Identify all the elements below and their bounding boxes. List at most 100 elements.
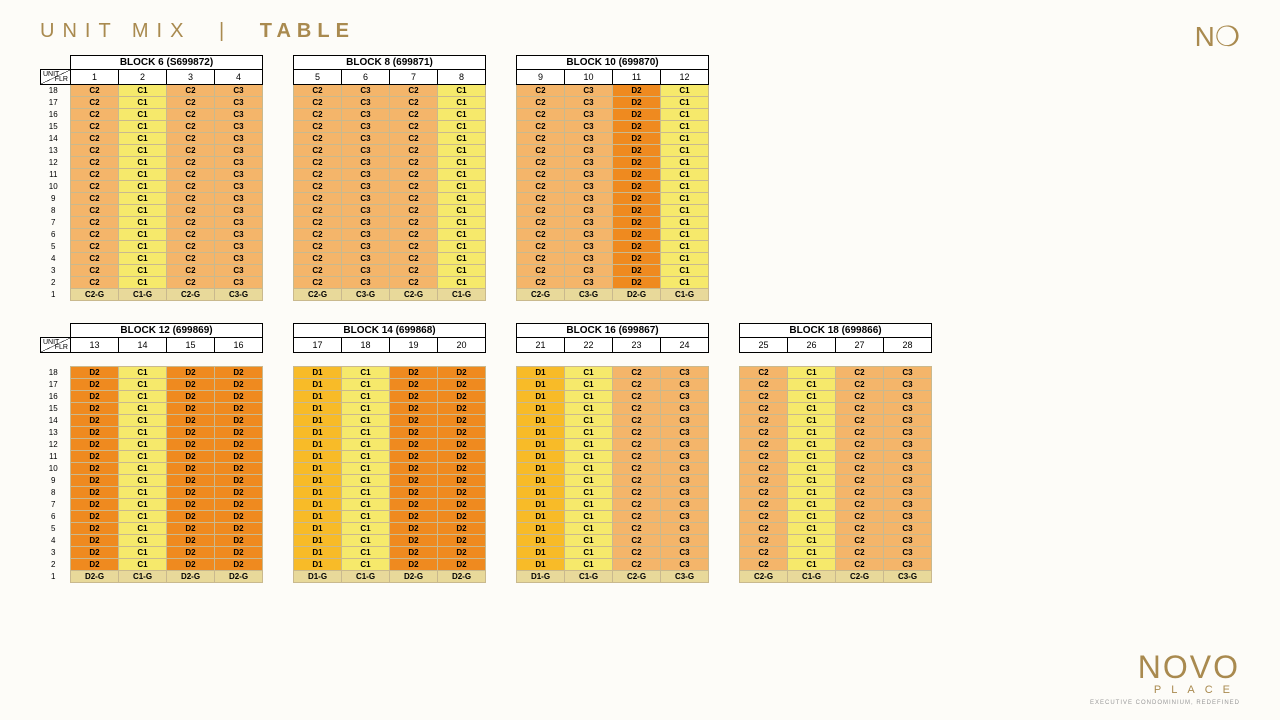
unit-cell: C2: [390, 277, 438, 289]
unit-cell: C1: [565, 379, 613, 391]
unit-cell: C1: [119, 427, 167, 439]
unit-cell: C2: [294, 145, 342, 157]
unit-cell: D1: [517, 511, 565, 523]
unit-cell: D1: [517, 403, 565, 415]
unit-cell: C1: [119, 463, 167, 475]
unit-cell: C2: [390, 229, 438, 241]
unit-cell: C3: [565, 133, 613, 145]
unit-cell: C3: [215, 97, 263, 109]
unit-cell: C3: [215, 193, 263, 205]
unit-cell: C2: [390, 145, 438, 157]
unit-cell: D2: [215, 547, 263, 559]
unit-cell: C3: [215, 181, 263, 193]
unit-cell: D2: [215, 415, 263, 427]
unit-cell: C3: [661, 523, 709, 535]
unit-cell: C1: [119, 277, 167, 289]
unit-cell: C3: [884, 427, 932, 439]
unit-cell: C2: [836, 523, 884, 535]
unit-cell: D1: [294, 427, 342, 439]
unit-cell: C1: [661, 145, 709, 157]
unit-cell: D2: [215, 463, 263, 475]
unit-cell: D2: [613, 133, 661, 145]
unit-cell: C3: [884, 499, 932, 511]
unit-cell: D2: [613, 157, 661, 169]
unit-cell: C1: [119, 475, 167, 487]
unit-cell: C1: [661, 253, 709, 265]
unit-cell: C1: [661, 241, 709, 253]
unit-cell: D2: [71, 403, 119, 415]
unit-cell: C3: [342, 253, 390, 265]
unit-cell: C1: [565, 487, 613, 499]
unit-cell: C3: [661, 391, 709, 403]
unit-cell: C2: [836, 391, 884, 403]
unit-cell: C2-G: [740, 571, 788, 583]
unit-cell: C1: [119, 535, 167, 547]
unit-cell: D2: [438, 451, 486, 463]
unit-cell: C3: [661, 487, 709, 499]
column-header: 27: [836, 338, 884, 353]
unit-cell: C3: [565, 157, 613, 169]
unit-cell: C2: [517, 145, 565, 157]
unit-cell: D2-G: [438, 571, 486, 583]
unit-cell: C1: [788, 547, 836, 559]
unit-cell: D2: [438, 391, 486, 403]
unit-cell: C3: [884, 415, 932, 427]
unit-cell: C1: [438, 181, 486, 193]
unit-cell: D2: [390, 535, 438, 547]
unit-cell: C2: [836, 367, 884, 379]
unit-cell: C1: [565, 391, 613, 403]
logo-bottom: NOVO PLACE EXECUTIVE CONDOMINIUM, REDEFI…: [1090, 649, 1240, 706]
unit-cell: C1-G: [788, 571, 836, 583]
unit-cell: C2: [517, 265, 565, 277]
floor-label: 5: [41, 241, 71, 253]
unit-cell: C2: [390, 133, 438, 145]
unit-cell: C3: [342, 205, 390, 217]
unit-cell: C3: [215, 157, 263, 169]
column-header: 15: [167, 338, 215, 353]
unit-cell: D2: [167, 451, 215, 463]
floor-label: 7: [41, 217, 71, 229]
unit-cell: C2-G: [294, 289, 342, 301]
unit-cell: C1: [661, 205, 709, 217]
unit-cell: C3: [342, 133, 390, 145]
unit-cell: D2: [167, 523, 215, 535]
unit-cell: C3-G: [661, 571, 709, 583]
unit-cell: C3: [565, 205, 613, 217]
floor-label: 16: [41, 109, 71, 121]
unit-cell: D2: [613, 229, 661, 241]
unit-cell: C2: [167, 253, 215, 265]
unit-cell: C1: [119, 133, 167, 145]
floor-label: 8: [41, 205, 71, 217]
unit-cell: C1: [788, 559, 836, 571]
unit-cell: C2: [294, 181, 342, 193]
unit-cell: C1: [342, 367, 390, 379]
logo-tagline: EXECUTIVE CONDOMINIUM, REDEFINED: [1090, 700, 1240, 706]
unit-cell: C3: [884, 439, 932, 451]
unit-cell: C2: [517, 169, 565, 181]
column-header: 12: [661, 70, 709, 85]
unit-cell: D2: [71, 511, 119, 523]
unit-flr-header: UNITFLR: [41, 338, 71, 353]
unit-cell: C3: [565, 217, 613, 229]
unit-cell: C2: [517, 217, 565, 229]
unit-cell: C2: [294, 121, 342, 133]
unit-cell: C1: [119, 403, 167, 415]
unit-cell: D2: [71, 391, 119, 403]
unit-cell: C3: [215, 169, 263, 181]
unit-cell: C2: [613, 379, 661, 391]
unit-cell: D2: [215, 499, 263, 511]
unit-cell: C3: [565, 241, 613, 253]
unit-cell: D1: [517, 439, 565, 451]
unit-cell: C2: [517, 205, 565, 217]
column-header: 5: [294, 70, 342, 85]
unit-cell: D2: [167, 403, 215, 415]
unit-cell: C2: [517, 241, 565, 253]
unit-cell: C2: [836, 451, 884, 463]
unit-cell: D1: [294, 523, 342, 535]
unit-cell: C1: [119, 379, 167, 391]
unit-cell: C1: [661, 277, 709, 289]
unit-cell: D2: [167, 547, 215, 559]
unit-cell: C1: [565, 439, 613, 451]
unit-cell: D2: [390, 427, 438, 439]
unit-cell: C3: [342, 97, 390, 109]
